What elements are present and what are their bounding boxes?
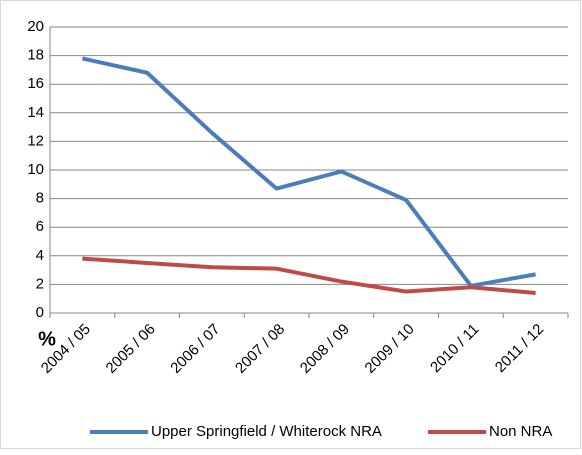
y-tick-label: 6: [36, 218, 44, 235]
y-tick-label: 0: [36, 304, 44, 321]
y-tick-label: 10: [27, 161, 44, 178]
series-line: [82, 256, 536, 295]
y-tick-label: 14: [27, 104, 44, 121]
y-tick-label: 4: [36, 247, 44, 264]
y-tick-label: 12: [27, 132, 44, 149]
y-axis-label: %: [38, 328, 56, 350]
y-tick-label: 2: [36, 275, 44, 292]
series-line: [81, 56, 536, 288]
legend-label: Non NRA: [489, 423, 552, 440]
y-tick-label: 20: [27, 18, 44, 35]
y-tick-label: 16: [27, 75, 44, 92]
legend-label: Upper Springfield / Whiterock NRA: [151, 423, 382, 440]
y-tick-label: 8: [36, 190, 44, 207]
y-tick-label: 18: [27, 47, 44, 64]
